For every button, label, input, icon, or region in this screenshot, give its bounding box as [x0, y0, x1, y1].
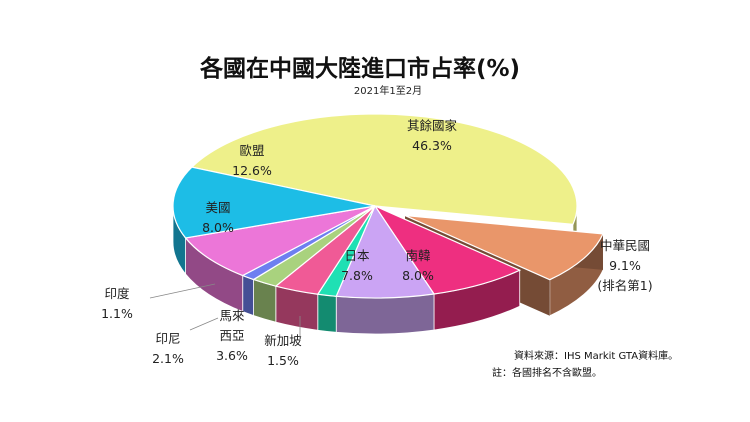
slice-label-2: 南韓 8.0% [402, 248, 434, 283]
ranking-note: 註：各國排名不含歐盟。 [492, 366, 602, 379]
slice-value: 46.3% [412, 138, 452, 153]
slice-label-7: 印度 1.1% [101, 286, 133, 321]
slice-name: 中華民國 [600, 238, 650, 253]
slice-name: 馬來 [219, 308, 245, 323]
leader-line-0 [149, 283, 216, 299]
leader-line-1 [189, 317, 219, 331]
slice-label-4: 新加坡 1.5% [264, 333, 302, 368]
slice-side-4 [317, 293, 337, 333]
slice-name: 歐盟 [239, 143, 264, 158]
slice-text: (排名第1) [597, 278, 652, 293]
slice-value: 8.0% [402, 268, 434, 283]
slice-value: 3.6% [216, 348, 248, 363]
slice-value: 1.5% [267, 353, 299, 368]
source-note: 資料來源：IHS Markit GTA資料庫。 [514, 349, 678, 362]
slice-1 [404, 214, 604, 281]
chart-subtitle: 2021年1至2月 [354, 84, 422, 97]
slice-name: 美國 [205, 200, 230, 215]
slice-3 [335, 204, 436, 299]
slice-label-9: 歐盟 12.6% [232, 143, 272, 178]
slice-value: 1.1% [101, 306, 133, 321]
pie-tops [172, 113, 604, 299]
slice-side-3 [335, 293, 435, 335]
chart-title: 各國在中國大陸進口市占率(%) [199, 55, 520, 82]
slice-2 [373, 204, 522, 295]
slice-label-8: 美國 8.0% [202, 200, 234, 235]
slice-label-3: 日本 7.8% [341, 248, 373, 283]
slice-name: 印度 [104, 286, 130, 301]
slice-label-6: 印尼 2.1% [152, 331, 184, 366]
slice-text: 西亞 [219, 328, 244, 343]
slice-name: 印尼 [155, 331, 180, 346]
slice-text: 9.1% [609, 258, 641, 273]
slice-0 [190, 113, 578, 226]
slice-side-6 [253, 278, 277, 323]
slice-name: 日本 [344, 248, 370, 263]
slice-8 [184, 205, 376, 277]
slice-9 [172, 166, 376, 239]
slice-value: 2.1% [152, 351, 184, 366]
slice-labels: 其餘國家 46.3% 中華民國 9.1% (排名第1) 南韓 8.0% 日本 7.8% 新加坡 1.… [101, 118, 652, 368]
slice-value: 12.6% [232, 163, 272, 178]
slice-label-1: 中華民國 9.1% (排名第1) [597, 238, 652, 293]
slice-value: 7.8% [341, 268, 373, 283]
slice-value: 8.0% [202, 220, 234, 235]
slice-name: 南韓 [405, 248, 430, 263]
slice-name: 新加坡 [264, 333, 302, 348]
slice-name: 其餘國家 [407, 118, 458, 133]
slice-label-0: 其餘國家 46.3% [407, 118, 458, 153]
